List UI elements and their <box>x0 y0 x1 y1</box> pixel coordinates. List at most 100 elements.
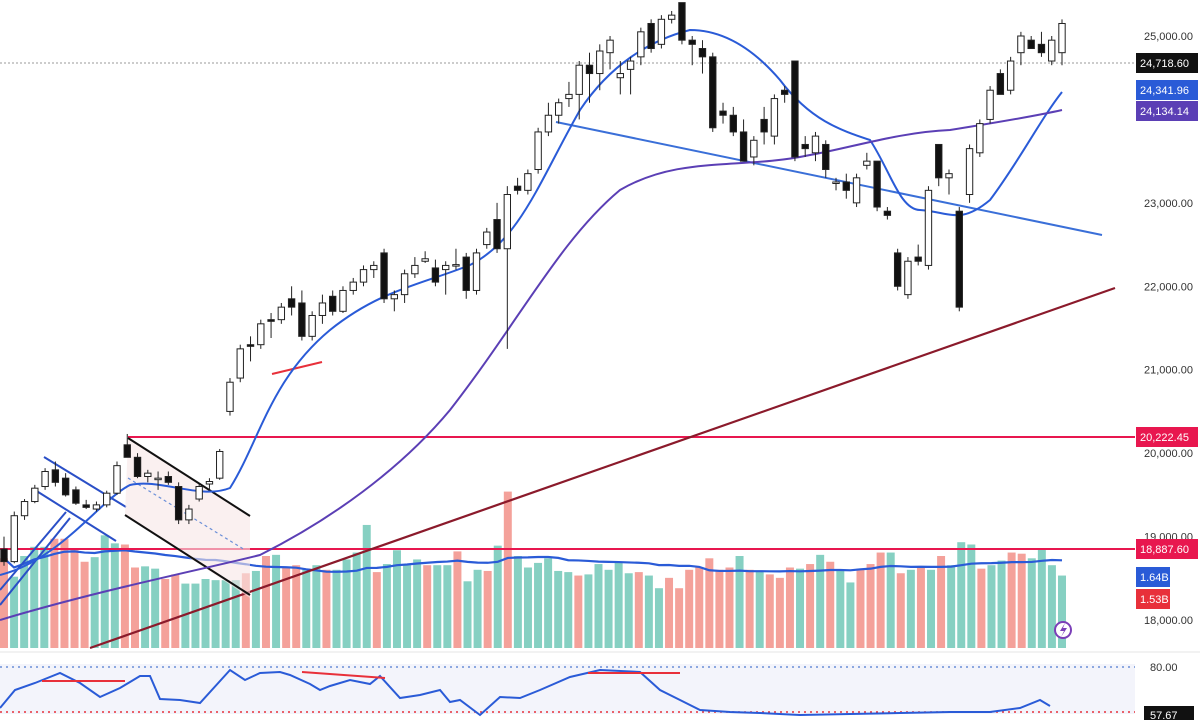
volume-bar <box>141 566 150 648</box>
volume-bar <box>523 567 532 648</box>
candle-bearish <box>0 548 8 563</box>
candle-bearish <box>914 256 922 262</box>
candle-bullish <box>565 93 573 100</box>
ema-short-tag: 24,341.96 <box>1136 80 1198 100</box>
candle-bearish <box>82 504 90 508</box>
volume-bar <box>947 565 956 648</box>
volume-bar <box>1037 549 1046 648</box>
candle-bearish <box>709 56 717 129</box>
volume-bar <box>665 577 674 648</box>
price-axis-label: 18,000.00 <box>1144 615 1193 627</box>
volume-bar <box>1007 552 1016 648</box>
flag1-pole-a <box>0 511 67 591</box>
candle-bullish <box>554 102 563 116</box>
volume-bar <box>201 579 210 648</box>
candle-bearish <box>801 143 809 150</box>
rsi-band <box>0 664 1135 714</box>
volume-bar <box>534 562 543 648</box>
volume-bar <box>957 542 966 648</box>
candle-bullish <box>400 273 409 296</box>
volume-bar <box>654 588 663 648</box>
support-level-tag: 18,887.60 <box>1136 539 1198 559</box>
candle-bearish <box>760 118 768 133</box>
volume-bar <box>997 560 1006 648</box>
volume-bar <box>60 538 69 648</box>
volume-bar <box>755 570 764 648</box>
svg-text:1.64B: 1.64B <box>1140 572 1169 584</box>
candle-bearish <box>883 210 892 216</box>
volume-bar <box>896 573 905 648</box>
candle-bullish <box>421 258 429 262</box>
volume-bar <box>130 567 139 648</box>
rsi-divergence-2 <box>301 671 386 679</box>
volume-bar <box>584 574 593 648</box>
svg-text:1.53B: 1.53B <box>1140 594 1169 606</box>
volume-bar <box>221 580 230 648</box>
candle-bearish <box>123 444 131 458</box>
alert-icon-group[interactable] <box>1054 621 1072 639</box>
volume-ma-line <box>3 549 1063 573</box>
volume-bar <box>30 546 39 648</box>
candle-bullish <box>205 481 214 485</box>
candle-bearish <box>462 256 470 291</box>
candle-bearish <box>174 486 183 521</box>
volume-bar <box>1017 553 1026 648</box>
last-price-tag: 24,718.60 <box>1136 53 1198 73</box>
volume-bar <box>342 559 351 648</box>
volume-bar <box>1027 558 1036 648</box>
volume-bar <box>161 579 170 648</box>
volume-bar <box>110 543 119 648</box>
volume-bar <box>362 524 371 648</box>
candle-bullish <box>534 131 542 170</box>
volume-bar <box>443 565 452 648</box>
rsi-value-tag: 57.67 <box>1144 706 1194 720</box>
volume-bar <box>816 554 825 648</box>
candle-bearish <box>698 48 707 58</box>
candle-bullish <box>626 60 635 70</box>
candle-bullish <box>596 50 604 75</box>
ema-long-tag: 24,134.14 <box>1136 101 1198 121</box>
volume-bar <box>392 550 401 648</box>
volume-bar <box>171 574 180 648</box>
candle-bullish <box>10 515 18 563</box>
volume-bar <box>413 559 422 648</box>
volume-bar <box>745 569 754 648</box>
volume-bar <box>20 556 29 648</box>
candle-bearish <box>287 298 296 308</box>
volume-bar <box>604 569 613 648</box>
volume-bar <box>785 567 794 648</box>
candle-bullish <box>483 231 491 246</box>
candle-bullish <box>349 281 357 291</box>
candle-bearish <box>493 219 501 250</box>
volume-bar <box>856 568 865 648</box>
candle-bullish <box>575 64 583 95</box>
volume-bar <box>705 558 714 648</box>
volume-bar <box>675 588 684 648</box>
candle-bullish <box>544 114 553 133</box>
price-axis-label: 20,000.00 <box>1144 448 1193 460</box>
volume-bar <box>614 562 623 648</box>
candle-bullish <box>92 504 101 510</box>
candle-bullish <box>257 323 265 346</box>
candle-bullish <box>924 189 933 266</box>
volume-bar <box>634 572 643 648</box>
svg-text:24,718.60: 24,718.60 <box>1140 58 1189 70</box>
volume-bar <box>644 575 653 648</box>
volume-bar <box>50 538 59 648</box>
candle-bullish <box>667 14 676 20</box>
volume-bar <box>715 569 724 648</box>
candle-bearish <box>329 295 337 312</box>
candle-bullish <box>370 264 378 271</box>
volume-bar <box>80 561 89 648</box>
volume-bar <box>151 568 160 648</box>
volume-bar <box>574 575 583 648</box>
candle-bullish <box>503 194 512 250</box>
candle-bullish <box>986 89 994 120</box>
moving-averages <box>0 28 1063 621</box>
candle-bullish <box>339 289 347 312</box>
candle-bullish <box>606 39 614 54</box>
candle-bullish <box>103 492 111 506</box>
volume-bar <box>544 558 553 648</box>
